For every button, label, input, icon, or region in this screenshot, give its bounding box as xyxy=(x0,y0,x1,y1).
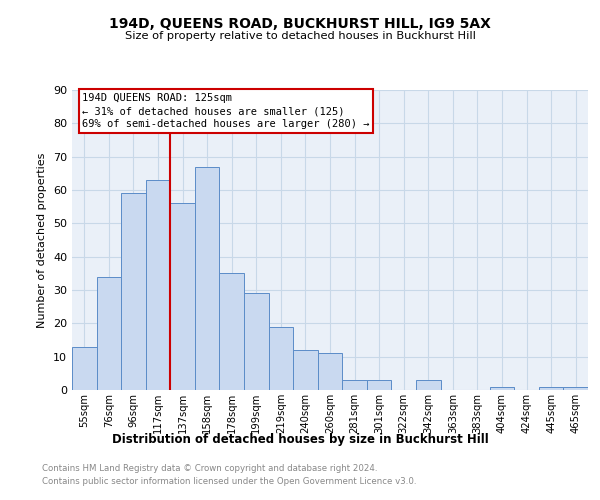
Bar xyxy=(563,386,588,390)
Bar xyxy=(170,204,195,390)
Bar xyxy=(318,354,342,390)
Bar xyxy=(293,350,318,390)
Text: Contains public sector information licensed under the Open Government Licence v3: Contains public sector information licen… xyxy=(42,477,416,486)
Text: Distribution of detached houses by size in Buckhurst Hill: Distribution of detached houses by size … xyxy=(112,432,488,446)
Bar xyxy=(195,166,220,390)
Bar xyxy=(367,380,391,390)
Bar xyxy=(97,276,121,390)
Bar xyxy=(146,180,170,390)
Bar xyxy=(269,326,293,390)
Bar xyxy=(72,346,97,390)
Bar xyxy=(342,380,367,390)
Bar xyxy=(244,294,269,390)
Text: 194D QUEENS ROAD: 125sqm
← 31% of detached houses are smaller (125)
69% of semi-: 194D QUEENS ROAD: 125sqm ← 31% of detach… xyxy=(82,93,370,130)
Text: Contains HM Land Registry data © Crown copyright and database right 2024.: Contains HM Land Registry data © Crown c… xyxy=(42,464,377,473)
Text: 194D, QUEENS ROAD, BUCKHURST HILL, IG9 5AX: 194D, QUEENS ROAD, BUCKHURST HILL, IG9 5… xyxy=(109,18,491,32)
Text: Size of property relative to detached houses in Buckhurst Hill: Size of property relative to detached ho… xyxy=(125,31,475,41)
Bar xyxy=(490,386,514,390)
Bar xyxy=(539,386,563,390)
Bar xyxy=(121,194,146,390)
Y-axis label: Number of detached properties: Number of detached properties xyxy=(37,152,47,328)
Bar xyxy=(416,380,440,390)
Bar xyxy=(220,274,244,390)
